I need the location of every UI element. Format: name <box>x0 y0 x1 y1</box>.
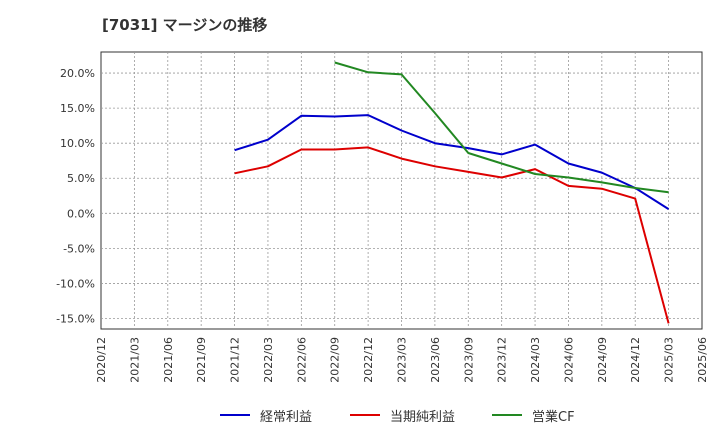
y-tick-label: -15.0% <box>56 312 95 325</box>
chart-title: [7031] マージンの推移 <box>102 16 268 34</box>
legend-label-net-income: 当期純利益 <box>390 409 456 425</box>
x-tick-label: 2025/06 <box>696 337 709 383</box>
y-tick-label: -5.0% <box>63 242 95 255</box>
x-tick-label: 2020/12 <box>95 337 108 383</box>
y-axis-ticks: 20.0% 15.0% 10.0% 5.0% 0.0% -5.0% -10.0% -15.0% <box>56 67 95 325</box>
x-tick-label: 2021/09 <box>195 337 208 383</box>
legend-item-operating-cf: 営業CF <box>492 404 575 426</box>
x-tick-label: 2022/12 <box>362 337 375 383</box>
y-tick-label: 10.0% <box>60 137 95 150</box>
legend-label-recurring-profit: 経常利益 <box>260 409 313 425</box>
x-tick-label: 2024/03 <box>529 337 542 383</box>
series-line-2 <box>334 61 669 194</box>
legend-item-net-income: 当期純利益 <box>350 404 455 426</box>
x-tick-label: 2021/03 <box>128 337 141 383</box>
legend: 経常利益 当期純利益 営業CF <box>0 404 720 426</box>
x-tick-label: 2024/06 <box>562 337 575 383</box>
y-tick-label: 0.0% <box>67 207 95 220</box>
y-tick-label: -10.0% <box>56 277 95 290</box>
series-line-1 <box>234 146 670 324</box>
legend-label-operating-cf: 営業CF <box>532 409 575 425</box>
legend-swatch-operating-cf <box>492 414 522 416</box>
y-tick-label: 20.0% <box>60 67 95 80</box>
legend-item-recurring-profit: 経常利益 <box>220 404 312 426</box>
legend-swatch-net-income <box>350 414 380 416</box>
x-tick-label: 2023/06 <box>429 337 442 383</box>
grid-lines <box>101 52 702 329</box>
x-tick-label: 2023/03 <box>396 337 409 383</box>
y-tick-label: 5.0% <box>67 172 95 185</box>
x-axis-ticks: 2020/12 2021/03 2021/06 2021/09 2021/12 2022/… <box>95 337 709 383</box>
x-tick-label: 2021/06 <box>162 337 175 383</box>
plot-area <box>100 51 703 330</box>
x-tick-label: 2024/12 <box>629 337 642 383</box>
margin-trend-chart: 20.0% 15.0% 10.0% 5.0% 0.0% -5.0% -10.0% -15.0%… <box>56 51 709 383</box>
x-tick-label: 2024/09 <box>596 337 609 383</box>
x-tick-label: 2023/12 <box>496 337 509 383</box>
x-tick-label: 2022/03 <box>262 337 275 383</box>
x-tick-label: 2022/09 <box>329 337 342 383</box>
x-tick-label: 2021/12 <box>229 337 242 383</box>
y-tick-label: 15.0% <box>60 102 95 115</box>
x-tick-label: 2022/06 <box>295 337 308 383</box>
series-line-0 <box>234 114 670 210</box>
series-lines <box>234 61 670 324</box>
x-tick-label: 2023/09 <box>462 337 475 383</box>
x-tick-label: 2025/03 <box>663 337 676 383</box>
legend-swatch-recurring-profit <box>220 414 250 416</box>
